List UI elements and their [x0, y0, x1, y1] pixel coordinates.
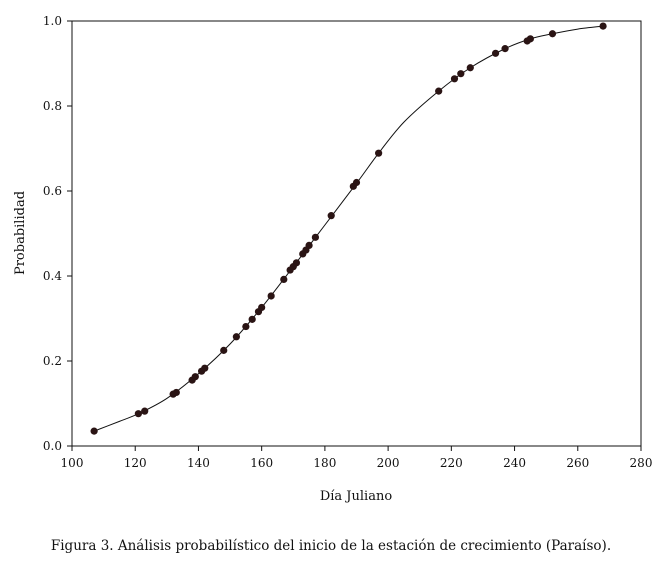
data-point: [232, 333, 240, 341]
data-point: [172, 388, 180, 397]
data-point: [352, 178, 361, 187]
x-tick-label: 120: [124, 456, 147, 470]
data-point: [491, 49, 500, 57]
data-point: [327, 212, 335, 220]
x-tick-label: 220: [440, 456, 463, 470]
x-tick-label: 100: [61, 456, 84, 470]
x-axis-ticks: 100 120 140 160 180 200 220 240 260 280: [61, 446, 653, 470]
data-point: [258, 303, 266, 312]
figure-caption: Figura 3. Análisis probabilístico del in…: [50, 538, 612, 554]
x-tick-label: 260: [566, 456, 589, 470]
data-point: [457, 70, 465, 78]
x-tick-label: 180: [313, 456, 336, 470]
probability-chart: 100 120 140 160 180 200 220 240 260 280 0.0 0.2 0.4…: [13, 14, 653, 504]
y-axis-title: Probabilidad: [13, 191, 28, 275]
data-point: [599, 22, 607, 30]
y-tick-label: 1.0: [43, 14, 62, 28]
x-axis-title: Día Juliano: [320, 489, 392, 504]
y-tick-label: 0.6: [43, 184, 62, 198]
data-point: [248, 315, 256, 323]
x-tick-label: 140: [187, 456, 210, 470]
fitted-curve: [93, 25, 604, 432]
data-point: [242, 322, 250, 331]
data-point: [134, 410, 142, 418]
data-points-layer: [90, 22, 607, 435]
x-tick-label: 240: [503, 456, 526, 470]
data-point: [267, 292, 275, 300]
data-point: [280, 275, 288, 283]
y-tick-label: 0.8: [43, 99, 62, 113]
y-tick-label: 0.0: [43, 439, 62, 453]
data-point: [305, 241, 313, 249]
data-point: [375, 149, 383, 157]
data-point: [501, 45, 509, 53]
y-tick-label: 0.4: [43, 269, 62, 283]
y-tick-label: 0.2: [43, 354, 62, 368]
x-tick-label: 160: [250, 456, 273, 470]
y-axis-ticks: 0.0 0.2 0.4 0.6 0.8 1.0: [43, 14, 72, 453]
plot-border: [71, 20, 642, 447]
data-point: [90, 427, 98, 435]
data-point: [526, 35, 534, 43]
data-point: [220, 346, 228, 354]
x-tick-label: 280: [630, 456, 653, 470]
data-point: [292, 259, 301, 267]
data-point: [435, 87, 443, 95]
fitted-curve-layer: [93, 25, 604, 432]
plot-area: [71, 20, 642, 447]
data-point: [141, 407, 149, 415]
data-point: [466, 64, 474, 72]
data-point: [548, 30, 557, 38]
data-point: [201, 364, 209, 372]
x-tick-label: 200: [377, 456, 400, 470]
data-point: [311, 233, 320, 241]
data-point: [191, 373, 199, 381]
data-point: [450, 75, 459, 83]
